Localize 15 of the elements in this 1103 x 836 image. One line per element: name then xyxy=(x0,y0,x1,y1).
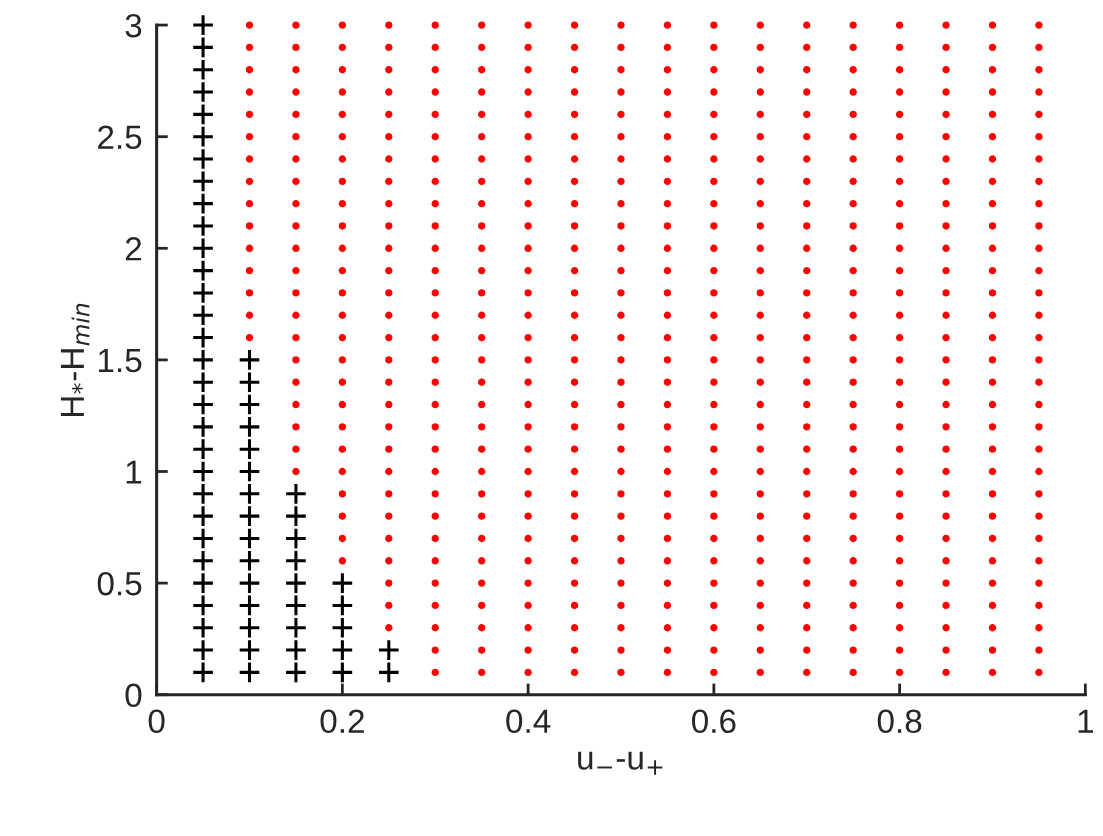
y-axis-title: H$_{*}$-H$_{min}$ xyxy=(60,303,90,416)
y-tick-label: 0 xyxy=(125,683,142,708)
x-tick-label: 0.4 xyxy=(506,709,551,734)
y-tick-label: 0.5 xyxy=(97,571,142,596)
y-tick-label: 3 xyxy=(125,13,142,38)
y-tick-label: 1.5 xyxy=(98,349,142,373)
x-tick-label: 0.6 xyxy=(692,709,736,734)
x-tick-label: 1 xyxy=(1078,709,1093,733)
x-tick-label: 0 xyxy=(148,709,165,734)
y-tick-label: 2 xyxy=(125,237,142,261)
x-tick-label: 0.8 xyxy=(877,709,922,734)
y-tick-label: 1 xyxy=(126,460,142,484)
x-tick-label: 0.2 xyxy=(320,709,364,734)
y-tick-label: 2.5 xyxy=(98,125,142,150)
x-axis-title: u$_{−}$-u$_{+}$ xyxy=(578,751,663,775)
